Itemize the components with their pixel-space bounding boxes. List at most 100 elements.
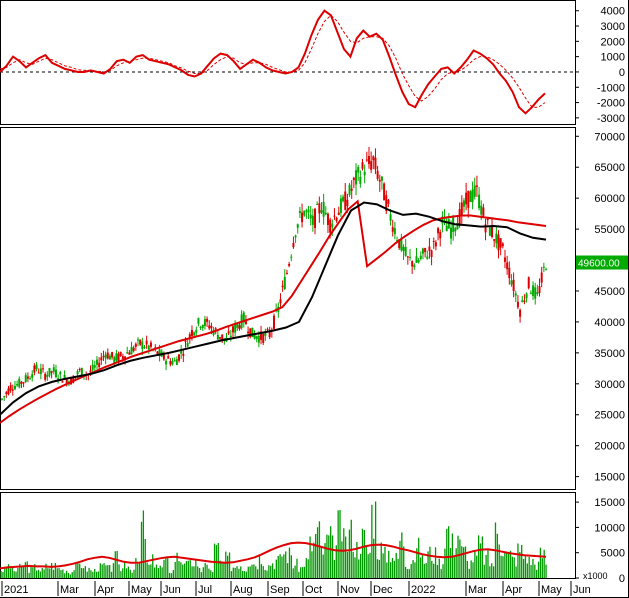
- candle-body: [37, 372, 40, 374]
- volume-bar: [80, 568, 83, 578]
- candle-body: [165, 360, 168, 365]
- candle-body: [432, 240, 435, 242]
- candle-body: [44, 373, 47, 380]
- volume-bar: [193, 566, 195, 578]
- volume-bar: [489, 566, 491, 578]
- volume-bar: [251, 564, 253, 578]
- candle-body: [18, 378, 21, 388]
- volume-bar: [67, 572, 70, 578]
- volume-bar: [35, 570, 38, 578]
- candle-body: [46, 374, 49, 377]
- volume-bar: [339, 510, 341, 578]
- volume-bar: [457, 535, 459, 578]
- candle-body: [400, 237, 403, 251]
- volume-bar: [255, 566, 257, 578]
- candle-body: [35, 364, 38, 370]
- candle-body: [7, 388, 10, 395]
- candle-body: [264, 332, 267, 336]
- volume-bar: [311, 551, 313, 578]
- candle-body: [352, 177, 355, 181]
- date-label: Sep: [270, 584, 290, 596]
- volume-bar: [526, 563, 528, 578]
- volume-bar: [26, 561, 28, 578]
- volume-bar: [335, 545, 337, 578]
- volume-bar: [148, 564, 150, 578]
- candle-body: [389, 214, 392, 221]
- candle-body: [318, 203, 321, 214]
- volume-tick-label: 15000: [594, 497, 625, 509]
- volume-bar: [474, 550, 476, 578]
- candle-body: [61, 381, 64, 383]
- candle-body: [20, 381, 23, 385]
- candle-body: [24, 375, 27, 382]
- volume-bar: [412, 560, 414, 578]
- date-label: Dec: [373, 584, 393, 596]
- volume-bar: [449, 548, 452, 578]
- candle-body: [363, 171, 366, 176]
- candle-body: [260, 331, 263, 340]
- candle-body: [495, 233, 498, 244]
- price-tick-label: 30000: [594, 379, 625, 391]
- candle-body: [484, 224, 487, 233]
- candle-body: [447, 219, 450, 229]
- volume-bar: [238, 569, 240, 578]
- candle-body: [456, 222, 459, 230]
- candle-body: [398, 239, 401, 249]
- candle-body: [95, 359, 98, 365]
- price-tick-label: 65000: [594, 162, 625, 174]
- candle-body: [439, 231, 442, 239]
- volume-bar: [404, 566, 407, 578]
- date-label: Mar: [468, 584, 487, 596]
- volume-bar: [517, 543, 519, 578]
- candle-body: [137, 339, 139, 341]
- candle-body: [305, 210, 308, 212]
- candle-body: [527, 277, 530, 289]
- volume-bar: [464, 546, 467, 578]
- volume-bar: [318, 521, 321, 578]
- candle-body: [523, 300, 526, 303]
- volume-bar: [509, 550, 512, 578]
- volume-bar: [112, 563, 115, 578]
- candle-body: [510, 280, 513, 285]
- candle-body: [292, 242, 295, 248]
- candle-body: [462, 200, 465, 207]
- price-tick-label: 35000: [594, 348, 625, 360]
- candle-body: [63, 374, 66, 378]
- price-panel: [0, 146, 547, 424]
- date-label: 2022: [411, 584, 435, 596]
- volume-bar: [507, 552, 510, 578]
- volume-bar: [522, 558, 525, 578]
- candle-body: [221, 334, 224, 340]
- candle-body: [195, 329, 198, 333]
- candle-body: [311, 215, 314, 225]
- candle-body: [314, 208, 317, 229]
- volume-bar: [168, 572, 171, 578]
- volume-bar: [90, 570, 92, 578]
- candle-body: [121, 356, 124, 359]
- volume-bar: [300, 567, 302, 578]
- volume-bar: [153, 567, 156, 578]
- volume-bar: [472, 562, 474, 578]
- volume-bar: [165, 557, 167, 578]
- candle-body: [33, 365, 36, 373]
- volume-bar: [492, 566, 495, 578]
- candle-body: [454, 228, 457, 232]
- volume-bar: [331, 535, 334, 578]
- volume-bar: [446, 528, 448, 578]
- volume-bar: [386, 562, 388, 578]
- candle-body: [376, 170, 379, 179]
- volume-bar: [288, 547, 291, 578]
- volume-bar: [60, 570, 62, 578]
- candle-body: [519, 309, 522, 317]
- candle-body: [370, 161, 373, 170]
- volume-bar: [191, 566, 193, 578]
- candle-body: [283, 277, 286, 290]
- volume-bar: [333, 559, 336, 578]
- volume-bar: [487, 550, 489, 578]
- candle-body: [303, 210, 306, 216]
- date-label: Aug: [233, 584, 253, 596]
- volume-bar: [455, 548, 457, 578]
- candle-body: [171, 361, 174, 365]
- volume-bar: [502, 556, 504, 578]
- volume-bar: [167, 558, 169, 578]
